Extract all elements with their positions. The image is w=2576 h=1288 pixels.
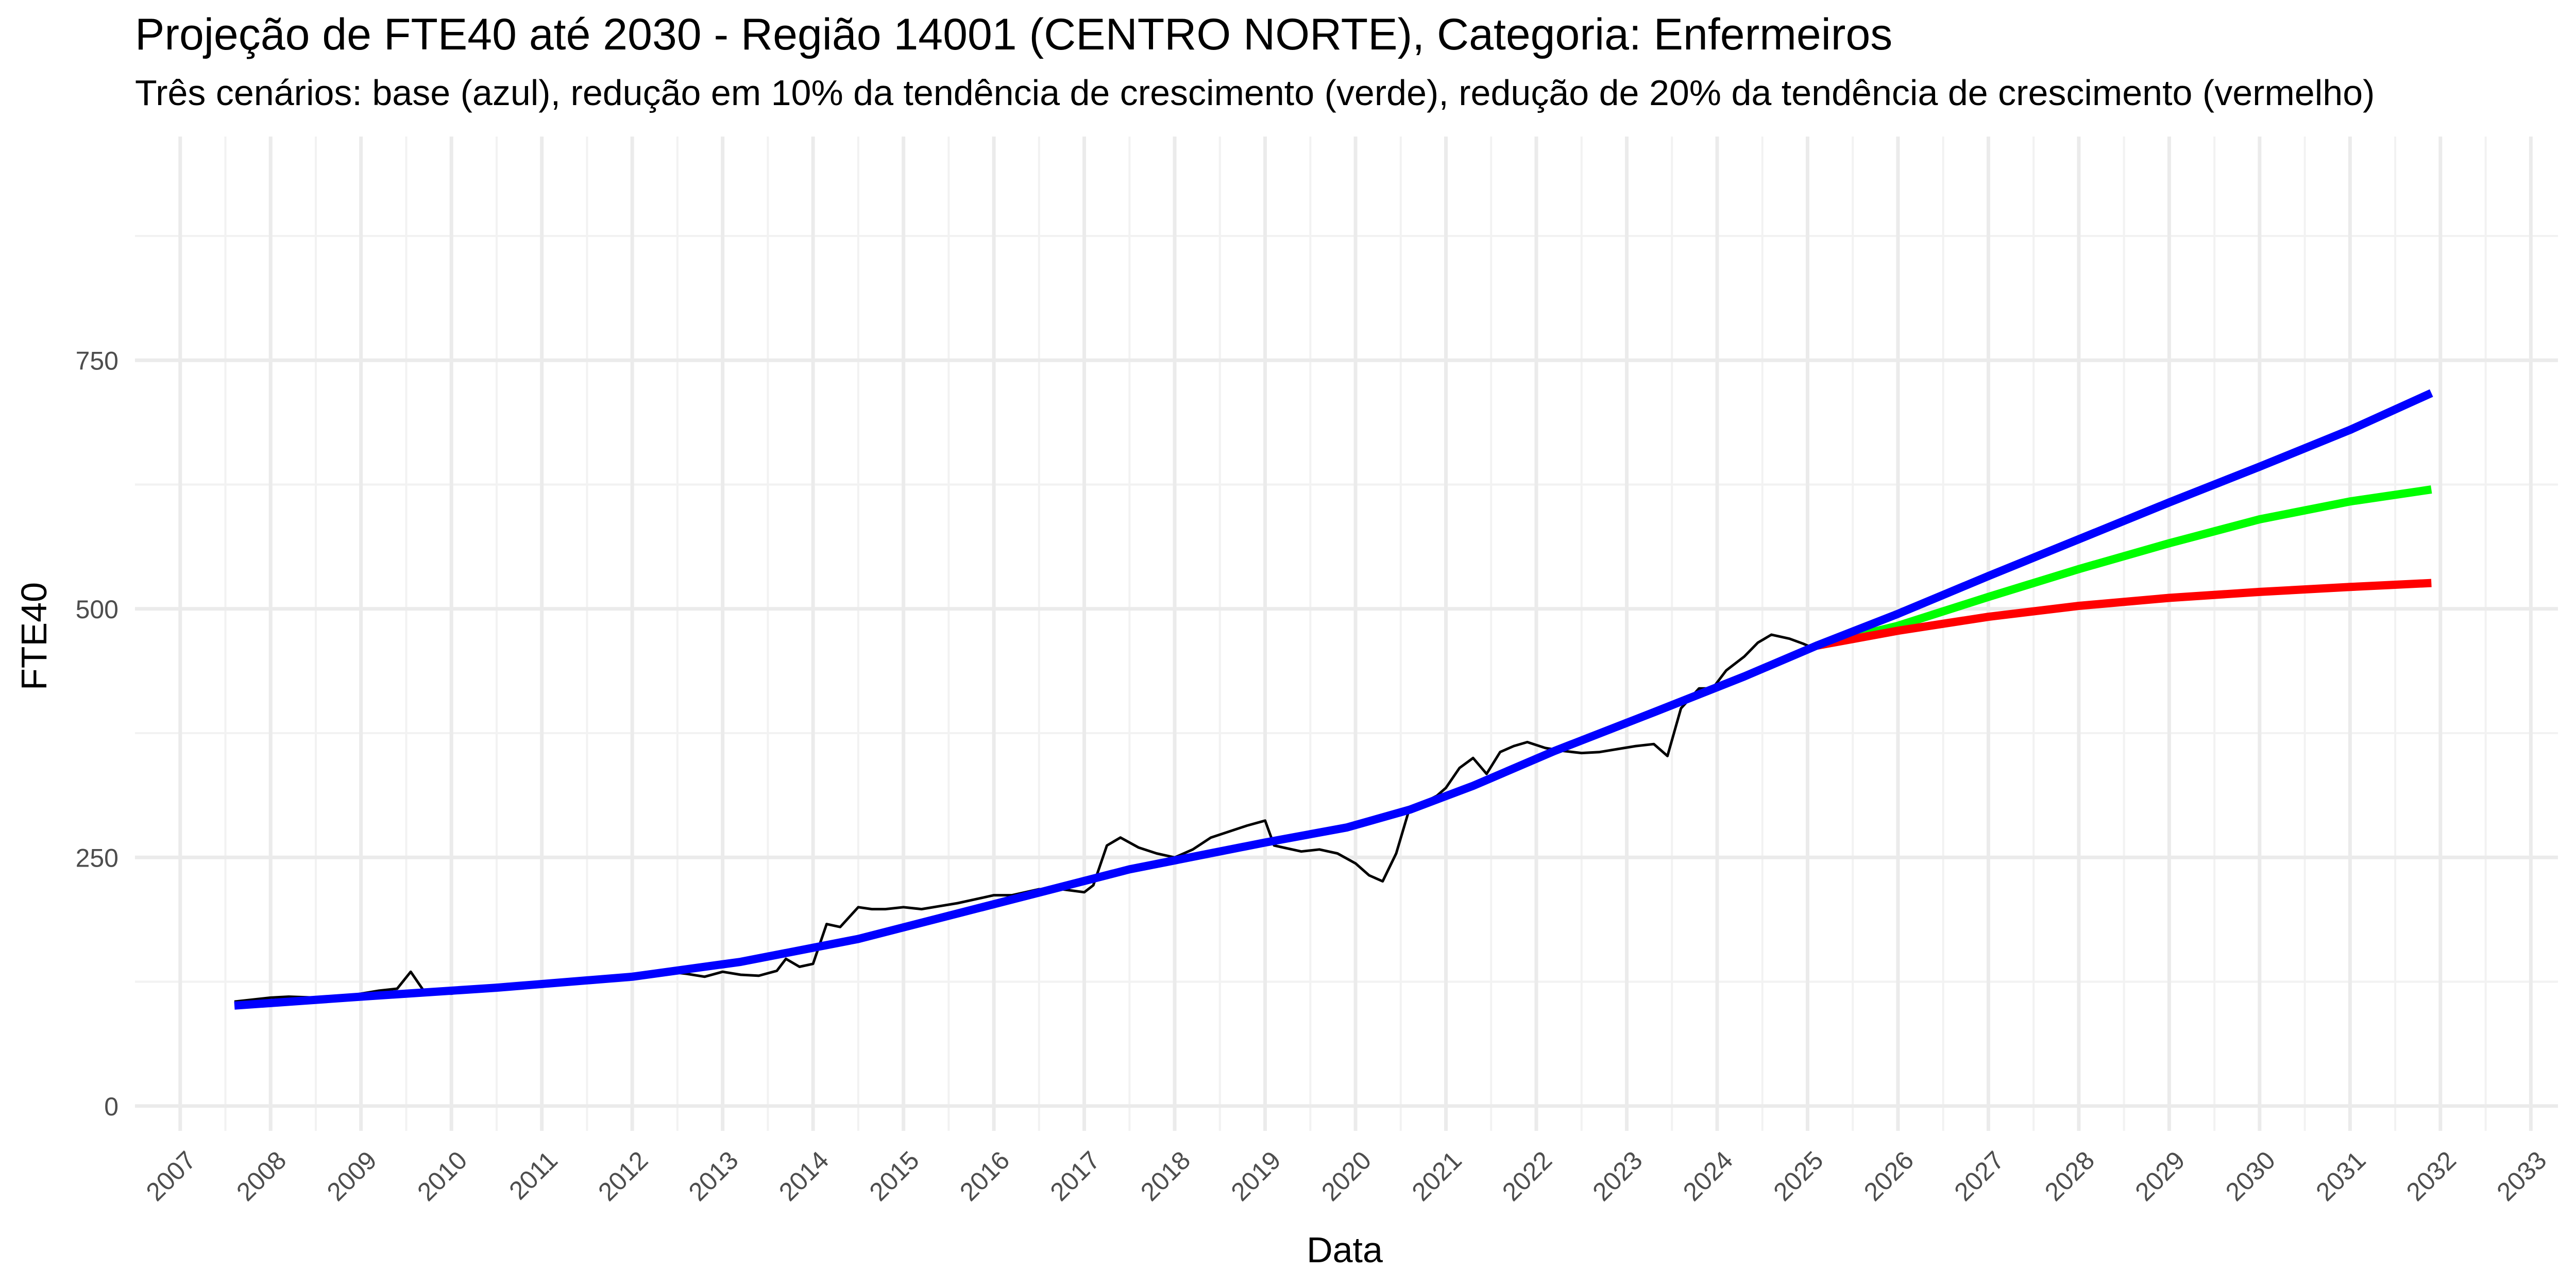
x-tick-label: 2017 xyxy=(1045,1146,1106,1207)
x-tick-label: 2028 xyxy=(2039,1146,2100,1207)
y-tick-label: 750 xyxy=(76,346,118,375)
series-group xyxy=(234,389,2433,1010)
reduction-10-scenario-line xyxy=(1816,485,2432,650)
x-tick-label: 2021 xyxy=(1406,1146,1467,1207)
x-tick-label: 2010 xyxy=(412,1146,472,1207)
x-tick-label: 2023 xyxy=(1587,1146,1648,1207)
y-tick-label: 0 xyxy=(104,1092,118,1121)
y-axis-title: FTE40 xyxy=(14,582,54,690)
x-tick-label: 2030 xyxy=(2220,1146,2281,1207)
x-tick-label: 2027 xyxy=(1948,1146,2009,1207)
x-tick-label: 2013 xyxy=(683,1146,744,1207)
base-scenario-line xyxy=(234,389,2433,1010)
y-tick-label: 250 xyxy=(76,843,118,872)
x-tick-label: 2032 xyxy=(2401,1146,2462,1207)
reduction-20-scenario-line xyxy=(1816,579,2432,650)
chart-subtitle: Três cenários: base (azul), redução em 1… xyxy=(135,73,2375,113)
x-tick-label: 2012 xyxy=(592,1146,653,1207)
x-tick-label: 2026 xyxy=(1858,1146,1919,1207)
chart-title: Projeção de FTE40 até 2030 - Região 1400… xyxy=(135,10,1893,59)
x-tick-label: 2018 xyxy=(1135,1146,1196,1207)
x-tick-label: 2007 xyxy=(141,1146,201,1207)
x-tick-label: 2031 xyxy=(2310,1146,2371,1207)
x-tick-label: 2008 xyxy=(231,1146,292,1207)
grid xyxy=(135,137,2558,1131)
x-axis-ticks: 2007 2008 2009 2010 2011 2012 2013 2014 2015 2016… xyxy=(141,1146,2552,1207)
observed-series-line xyxy=(234,633,1813,1003)
x-tick-label: 2011 xyxy=(503,1146,563,1206)
x-axis-title: Data xyxy=(1307,1230,1383,1270)
x-tick-label: 2015 xyxy=(864,1146,925,1207)
x-tick-label: 2009 xyxy=(321,1146,382,1207)
x-tick-label: 2022 xyxy=(1497,1146,1557,1207)
x-tick-label: 2020 xyxy=(1316,1146,1377,1207)
y-tick-label: 500 xyxy=(76,595,118,624)
x-tick-label: 2033 xyxy=(2491,1146,2552,1207)
y-axis-ticks: 0 250 500 750 xyxy=(76,346,118,1121)
x-tick-label: 2029 xyxy=(2129,1146,2190,1207)
x-tick-label: 2016 xyxy=(954,1146,1015,1207)
x-tick-label: 2019 xyxy=(1226,1146,1286,1207)
x-tick-label: 2025 xyxy=(1768,1146,1828,1207)
x-tick-label: 2014 xyxy=(773,1146,834,1207)
x-tick-label: 2024 xyxy=(1677,1146,1738,1207)
